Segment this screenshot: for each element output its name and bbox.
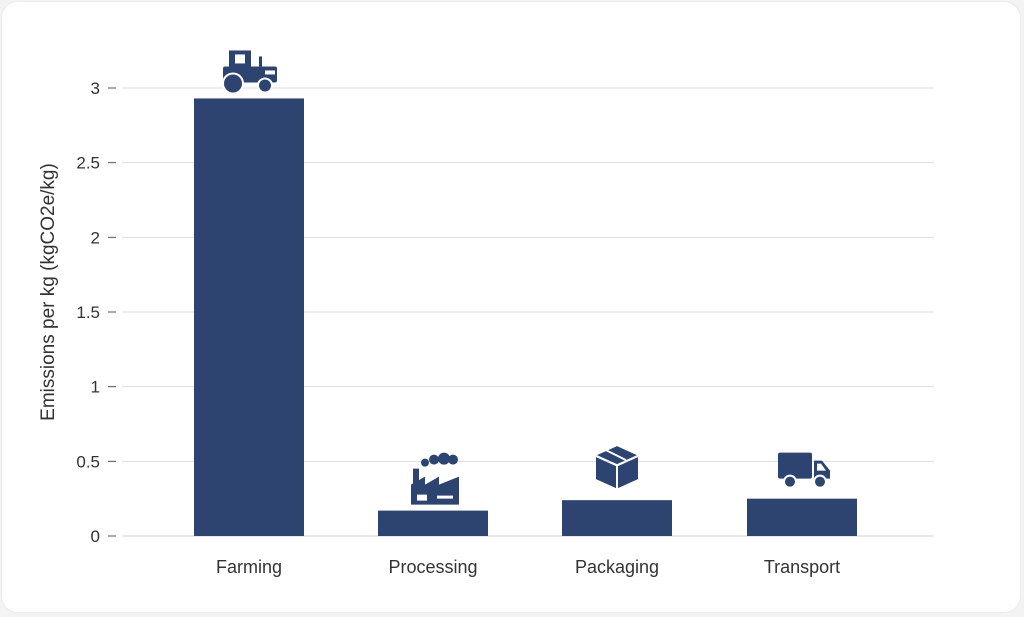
factory-icon xyxy=(411,452,459,505)
x-tick-label: Farming xyxy=(216,557,282,577)
y-tick-label: 1 xyxy=(91,378,100,397)
y-tick-label: 0.5 xyxy=(76,452,100,471)
tractor-icon xyxy=(222,50,277,95)
y-axis-label: Emissions per kg (kgCO2e/kg) xyxy=(38,163,59,421)
x-tick-label: Transport xyxy=(764,557,840,577)
y-tick-label: 1.5 xyxy=(76,303,100,322)
box-icon xyxy=(596,446,638,489)
y-axis-ticks: 0 0.5 1 1.5 2 2.5 3 xyxy=(76,79,116,546)
truck-icon xyxy=(778,452,830,489)
bar-processing xyxy=(378,510,488,536)
bar-transport xyxy=(747,498,857,536)
bars xyxy=(194,98,857,536)
x-axis-labels: Farming Processing Packaging Transport xyxy=(216,557,840,577)
x-tick-label: Processing xyxy=(388,557,477,577)
y-tick-label: 3 xyxy=(91,79,100,98)
y-tick-label: 2.5 xyxy=(76,154,100,173)
bar-icons xyxy=(222,50,830,505)
bar-farming xyxy=(194,98,304,536)
x-tick-label: Packaging xyxy=(575,557,659,577)
bar-packaging xyxy=(562,500,672,536)
y-tick-label: 0 xyxy=(91,527,100,546)
y-tick-label: 2 xyxy=(91,228,100,247)
